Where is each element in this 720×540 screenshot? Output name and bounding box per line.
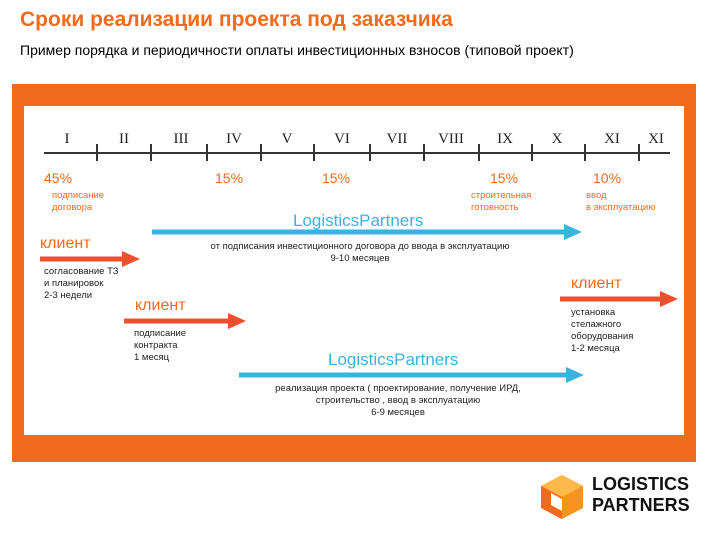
logistics-partners-label: LogisticsPartners [293,211,424,230]
client-racking-description: установка стелажного оборудования 1-2 месяц… [571,307,634,354]
month-label: IX [497,131,513,147]
cube-logo-icon [541,475,583,519]
timeline-tick [150,144,152,161]
timeline-tick [423,144,425,161]
client-label: клиент [135,297,186,314]
month-label: III [173,131,189,147]
timeline-tick [638,144,640,161]
payment-percent: 15% [490,170,519,186]
month-label: X [551,131,563,147]
payment-percent: 45% [44,170,73,186]
client-label: клиент [571,275,622,292]
lp-arrow-full-cycle [152,224,582,240]
payment-percent: 15% [215,170,244,186]
lp-implementation-description: реализация проекта ( проектирование, пол… [275,383,521,418]
timeline-tick [206,144,208,161]
timeline-tick [584,144,586,161]
month-label: I [64,131,70,147]
month-label: XI [648,131,664,147]
lp-full-cycle-description: от подписания инвестиционного договора д… [210,241,510,264]
timeline-axis [44,152,670,154]
payment-note-signing: подписание договора [52,190,105,213]
page-subtitle: Пример порядка и периодичности оплаты ин… [20,42,574,58]
timeline-tick [260,144,262,161]
timeline-tick [478,144,480,161]
client-contract-description: подписание контракта 1 месяц [134,328,187,363]
timeline-tick [531,144,533,161]
timeline-tick [369,144,371,161]
payment-note-commissioning: ввод в эксплуатацию [586,190,656,213]
client-arrow-contract [124,313,246,329]
payment-note-construction: строительная готовность [471,190,532,213]
month-label: VII [386,131,408,147]
month-label: II [119,131,129,147]
timeline-tick [313,144,315,161]
payment-percent: 10% [593,170,622,186]
logistics-partners-label: LogisticsPartners [328,350,459,369]
month-label: VI [334,131,350,147]
timeline-tick [96,144,98,161]
payment-percent: 15% [322,170,351,186]
client-arrow-racking [560,291,678,307]
lp-arrow-implementation [239,367,584,383]
client-arrow-tz [40,251,140,267]
month-label: V [281,131,293,147]
client-label: клиент [40,235,91,252]
month-label: XI [604,131,620,147]
client-tz-description: согласование ТЗ и планировок 2-3 недели [44,266,119,301]
month-label: IV [226,131,242,147]
company-logo-text: LOGISTICS PARTNERS [592,474,690,515]
month-label: VIII [438,131,464,147]
page-title: Сроки реализации проекта под заказчика [20,8,453,31]
